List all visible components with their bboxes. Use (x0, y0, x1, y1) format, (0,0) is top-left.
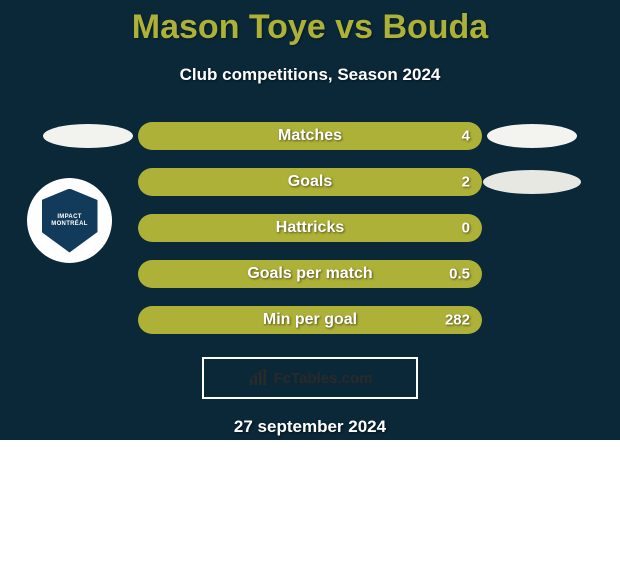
ellipse-right-icon (483, 170, 581, 194)
stat-right-value: 0.5 (449, 266, 470, 283)
footer-brand-text: FcTables.com (274, 370, 373, 387)
chart-bars-icon (248, 369, 270, 387)
page-subtitle: Club competitions, Season 2024 (0, 65, 620, 85)
stat-bar: Min per goal 282 (138, 306, 482, 334)
date-text: 27 september 2024 (0, 417, 620, 437)
right-slot (482, 170, 582, 194)
club-shield-icon: IMPACT MONTRÉAL (42, 189, 98, 253)
ellipse-left-icon (43, 124, 133, 148)
stat-row: Matches 4 (0, 113, 620, 159)
stat-right-value: 2 (462, 174, 470, 191)
stat-row: Min per goal 282 (0, 297, 620, 343)
stat-label: Goals (288, 173, 332, 191)
club-name-text: IMPACT MONTRÉAL (51, 214, 87, 227)
club-badge-left: IMPACT MONTRÉAL (27, 178, 112, 263)
content-wrapper: Mason Toye vs Bouda Club competitions, S… (0, 0, 620, 437)
footer-brand-box[interactable]: FcTables.com (202, 357, 418, 399)
stat-label: Matches (278, 127, 342, 145)
stat-bar: Goals 2 (138, 168, 482, 196)
club-line2: MONTRÉAL (51, 221, 87, 227)
stat-right-value: 4 (462, 128, 470, 145)
stat-bar: Goals per match 0.5 (138, 260, 482, 288)
stat-right-value: 282 (445, 312, 470, 329)
page-title: Mason Toye vs Bouda (0, 0, 620, 47)
stat-right-value: 0 (462, 220, 470, 237)
stat-label: Min per goal (263, 311, 357, 329)
stat-label: Hattricks (276, 219, 344, 237)
club-line1: IMPACT (57, 214, 81, 220)
stat-bar: Hattricks 0 (138, 214, 482, 242)
stat-row: Goals per match 0.5 (0, 251, 620, 297)
stat-label: Goals per match (247, 265, 372, 283)
left-slot (38, 124, 138, 148)
ellipse-right-icon (487, 124, 577, 148)
right-slot (482, 124, 582, 148)
stat-bar: Matches 4 (138, 122, 482, 150)
background-bottom (0, 440, 620, 580)
